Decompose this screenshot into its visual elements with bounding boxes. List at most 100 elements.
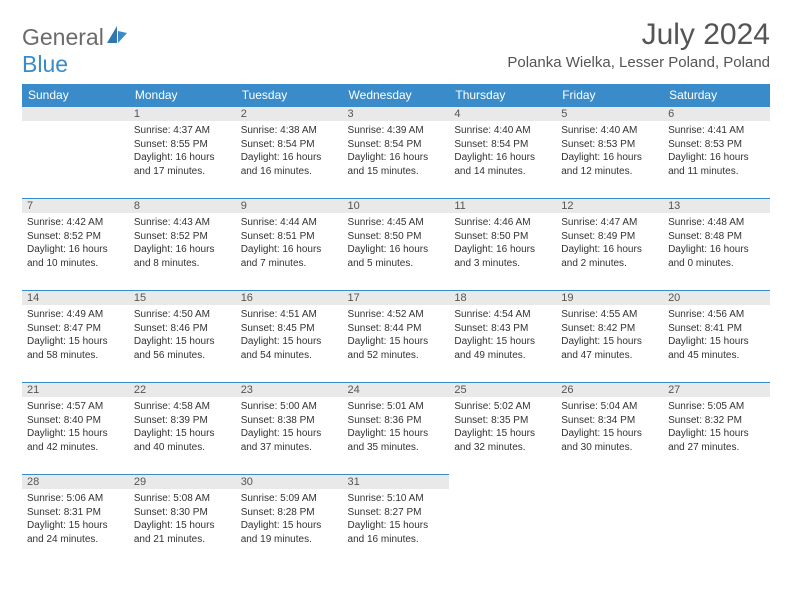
day-cell: 24Sunrise: 5:01 AMSunset: 8:36 PMDayligh…	[343, 382, 450, 474]
day-cell: 10Sunrise: 4:45 AMSunset: 8:50 PMDayligh…	[343, 198, 450, 290]
day-number: 22	[129, 382, 236, 397]
week-row: 7Sunrise: 4:42 AMSunset: 8:52 PMDaylight…	[22, 198, 770, 290]
detail-line: Sunset: 8:35 PM	[454, 414, 551, 428]
day-details: Sunrise: 5:10 AMSunset: 8:27 PMDaylight:…	[343, 489, 450, 548]
week-row: 14Sunrise: 4:49 AMSunset: 8:47 PMDayligh…	[22, 290, 770, 382]
detail-line: Sunset: 8:46 PM	[134, 322, 231, 336]
day-number: 28	[22, 474, 129, 489]
detail-line: Sunrise: 4:40 AM	[454, 124, 551, 138]
month-title: July 2024	[507, 18, 770, 52]
day-cell: 1Sunrise: 4:37 AMSunset: 8:55 PMDaylight…	[129, 106, 236, 198]
day-cell: 20Sunrise: 4:56 AMSunset: 8:41 PMDayligh…	[663, 290, 770, 382]
detail-line: and 2 minutes.	[561, 257, 658, 271]
detail-line: Daylight: 15 hours	[561, 335, 658, 349]
day-number: 29	[129, 474, 236, 489]
day-details: Sunrise: 4:39 AMSunset: 8:54 PMDaylight:…	[343, 121, 450, 180]
detail-line: Sunset: 8:55 PM	[134, 138, 231, 152]
detail-line: and 7 minutes.	[241, 257, 338, 271]
detail-line: Sunrise: 5:05 AM	[668, 400, 765, 414]
day-number: 12	[556, 198, 663, 213]
detail-line: and 30 minutes.	[561, 441, 658, 455]
detail-line: Sunrise: 4:57 AM	[27, 400, 124, 414]
detail-line: Sunset: 8:54 PM	[241, 138, 338, 152]
day-cell: 2Sunrise: 4:38 AMSunset: 8:54 PMDaylight…	[236, 106, 343, 198]
detail-line: Daylight: 15 hours	[454, 335, 551, 349]
day-number: 23	[236, 382, 343, 397]
day-cell: 9Sunrise: 4:44 AMSunset: 8:51 PMDaylight…	[236, 198, 343, 290]
detail-line: Sunrise: 4:51 AM	[241, 308, 338, 322]
detail-line: Daylight: 15 hours	[27, 335, 124, 349]
day-number: 10	[343, 198, 450, 213]
detail-line: Sunrise: 4:54 AM	[454, 308, 551, 322]
detail-line: Daylight: 15 hours	[561, 427, 658, 441]
day-header: Sunday	[22, 84, 129, 106]
detail-line: Daylight: 15 hours	[27, 519, 124, 533]
detail-line: Sunrise: 5:10 AM	[348, 492, 445, 506]
day-number: 3	[343, 106, 450, 121]
day-details: Sunrise: 4:37 AMSunset: 8:55 PMDaylight:…	[129, 121, 236, 180]
detail-line: Sunset: 8:47 PM	[27, 322, 124, 336]
day-cell: 14Sunrise: 4:49 AMSunset: 8:47 PMDayligh…	[22, 290, 129, 382]
detail-line: Sunset: 8:44 PM	[348, 322, 445, 336]
day-cell	[556, 474, 663, 566]
day-header: Tuesday	[236, 84, 343, 106]
detail-line: and 40 minutes.	[134, 441, 231, 455]
detail-line: Sunset: 8:38 PM	[241, 414, 338, 428]
day-number: 31	[343, 474, 450, 489]
detail-line: and 24 minutes.	[27, 533, 124, 547]
detail-line: and 52 minutes.	[348, 349, 445, 363]
detail-line: Daylight: 16 hours	[241, 151, 338, 165]
day-cell	[663, 474, 770, 566]
detail-line: and 15 minutes.	[348, 165, 445, 179]
day-details: Sunrise: 4:43 AMSunset: 8:52 PMDaylight:…	[129, 213, 236, 272]
detail-line: Sunset: 8:52 PM	[27, 230, 124, 244]
detail-line: Sunset: 8:49 PM	[561, 230, 658, 244]
detail-line: Sunrise: 4:56 AM	[668, 308, 765, 322]
detail-line: Daylight: 16 hours	[241, 243, 338, 257]
page-header: GeneralBlue July 2024 Polanka Wielka, Le…	[22, 18, 770, 78]
day-cell: 23Sunrise: 5:00 AMSunset: 8:38 PMDayligh…	[236, 382, 343, 474]
detail-line: Daylight: 16 hours	[454, 243, 551, 257]
detail-line: and 16 minutes.	[348, 533, 445, 547]
detail-line: Daylight: 15 hours	[241, 427, 338, 441]
detail-line: Daylight: 15 hours	[348, 335, 445, 349]
day-number: 24	[343, 382, 450, 397]
day-details: Sunrise: 4:58 AMSunset: 8:39 PMDaylight:…	[129, 397, 236, 456]
day-header: Wednesday	[343, 84, 450, 106]
day-header: Monday	[129, 84, 236, 106]
detail-line: and 16 minutes.	[241, 165, 338, 179]
detail-line: and 47 minutes.	[561, 349, 658, 363]
sail-icon	[106, 24, 128, 51]
detail-line: Daylight: 15 hours	[241, 335, 338, 349]
day-cell: 25Sunrise: 5:02 AMSunset: 8:35 PMDayligh…	[449, 382, 556, 474]
detail-line: Daylight: 16 hours	[348, 243, 445, 257]
detail-line: Daylight: 16 hours	[134, 151, 231, 165]
day-cell	[22, 106, 129, 198]
day-cell: 5Sunrise: 4:40 AMSunset: 8:53 PMDaylight…	[556, 106, 663, 198]
detail-line: Sunrise: 4:49 AM	[27, 308, 124, 322]
detail-line: Sunrise: 4:37 AM	[134, 124, 231, 138]
detail-line: and 19 minutes.	[241, 533, 338, 547]
brand-logo: GeneralBlue	[22, 24, 128, 78]
day-number: 20	[663, 290, 770, 305]
detail-line: Sunset: 8:43 PM	[454, 322, 551, 336]
detail-line: Sunrise: 4:44 AM	[241, 216, 338, 230]
day-cell: 3Sunrise: 4:39 AMSunset: 8:54 PMDaylight…	[343, 106, 450, 198]
detail-line: and 54 minutes.	[241, 349, 338, 363]
day-number: 5	[556, 106, 663, 121]
day-details: Sunrise: 4:46 AMSunset: 8:50 PMDaylight:…	[449, 213, 556, 272]
detail-line: Sunrise: 4:38 AM	[241, 124, 338, 138]
day-cell: 18Sunrise: 4:54 AMSunset: 8:43 PMDayligh…	[449, 290, 556, 382]
week-row: 1Sunrise: 4:37 AMSunset: 8:55 PMDaylight…	[22, 106, 770, 198]
day-details: Sunrise: 5:02 AMSunset: 8:35 PMDaylight:…	[449, 397, 556, 456]
detail-line: and 14 minutes.	[454, 165, 551, 179]
day-cell: 4Sunrise: 4:40 AMSunset: 8:54 PMDaylight…	[449, 106, 556, 198]
detail-line: Daylight: 15 hours	[668, 335, 765, 349]
detail-line: Daylight: 16 hours	[561, 243, 658, 257]
detail-line: Sunset: 8:40 PM	[27, 414, 124, 428]
detail-line: Sunset: 8:27 PM	[348, 506, 445, 520]
detail-line: Sunset: 8:52 PM	[134, 230, 231, 244]
day-cell: 15Sunrise: 4:50 AMSunset: 8:46 PMDayligh…	[129, 290, 236, 382]
week-row: 21Sunrise: 4:57 AMSunset: 8:40 PMDayligh…	[22, 382, 770, 474]
day-cell: 19Sunrise: 4:55 AMSunset: 8:42 PMDayligh…	[556, 290, 663, 382]
